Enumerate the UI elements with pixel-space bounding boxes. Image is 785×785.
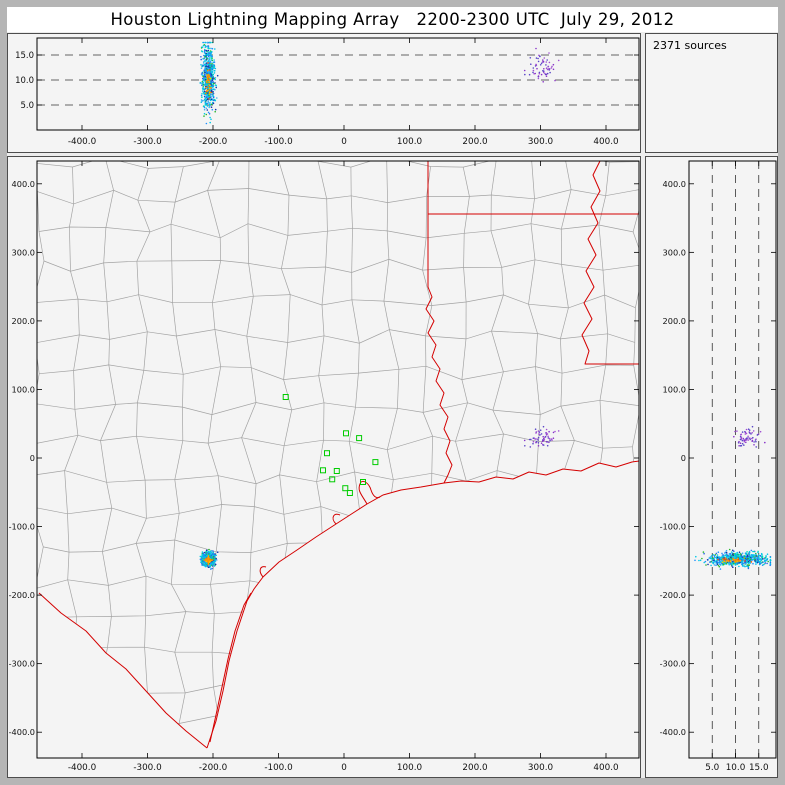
svg-text:5.0: 5.0 bbox=[705, 763, 719, 773]
altitude-northsouth-plot: 5.0 10.0 15.0 400.0 300.0 200.0 100.0 0 -100.0 -2… bbox=[660, 160, 777, 773]
svg-text:-200.0: -200.0 bbox=[660, 590, 686, 600]
altitude-vs-eastwest-panel: -400.0 -300.0 -200.0 -100.0 0 100.0 200.0 300.0… bbox=[7, 33, 641, 153]
svg-text:300.0: 300.0 bbox=[528, 137, 554, 147]
svg-text:-400.0: -400.0 bbox=[660, 727, 686, 737]
svg-text:200.0: 200.0 bbox=[663, 316, 686, 326]
svg-text:200.0: 200.0 bbox=[462, 137, 488, 147]
svg-text:-300.0: -300.0 bbox=[133, 137, 162, 147]
svg-text:-100.0: -100.0 bbox=[9, 522, 35, 532]
svg-text:0: 0 bbox=[341, 137, 347, 147]
svg-text:100.0: 100.0 bbox=[663, 384, 686, 394]
svg-text:15.0: 15.0 bbox=[15, 51, 34, 61]
svg-text:400.0: 400.0 bbox=[593, 763, 619, 773]
svg-text:0: 0 bbox=[681, 453, 686, 463]
svg-text:-100.0: -100.0 bbox=[264, 137, 293, 147]
svg-text:0: 0 bbox=[30, 453, 35, 463]
svg-text:-400.0: -400.0 bbox=[9, 727, 35, 737]
svg-text:200.0: 200.0 bbox=[462, 763, 488, 773]
svg-text:-100.0: -100.0 bbox=[660, 522, 686, 532]
svg-text:100.0: 100.0 bbox=[12, 384, 35, 394]
svg-text:10.0: 10.0 bbox=[726, 763, 746, 773]
page-title: Houston Lightning Mapping Array 2200-230… bbox=[7, 7, 778, 32]
svg-text:0: 0 bbox=[341, 763, 347, 773]
svg-text:-200.0: -200.0 bbox=[9, 590, 35, 600]
svg-text:10.0: 10.0 bbox=[15, 76, 34, 86]
svg-text:15.0: 15.0 bbox=[749, 763, 769, 773]
svg-text:-300.0: -300.0 bbox=[9, 659, 35, 669]
svg-text:-300.0: -300.0 bbox=[133, 763, 162, 773]
altitude-vs-northsouth-panel: 5.0 10.0 15.0 400.0 300.0 200.0 100.0 0 -100.0 -2… bbox=[645, 156, 778, 778]
svg-text:-200.0: -200.0 bbox=[199, 137, 228, 147]
svg-text:300.0: 300.0 bbox=[663, 247, 686, 257]
svg-text:-100.0: -100.0 bbox=[264, 763, 293, 773]
plan-view-map-panel: -400.0 -300.0 -200.0 -100.0 0 100.0 200.0 300.0… bbox=[7, 156, 641, 778]
svg-text:-400.0: -400.0 bbox=[68, 137, 97, 147]
altitude-eastwest-plot: -400.0 -300.0 -200.0 -100.0 0 100.0 200.0 300.0… bbox=[15, 37, 640, 147]
svg-text:5.0: 5.0 bbox=[20, 101, 34, 111]
svg-text:400.0: 400.0 bbox=[593, 137, 619, 147]
svg-text:-200.0: -200.0 bbox=[199, 763, 228, 773]
svg-text:400.0: 400.0 bbox=[663, 179, 686, 189]
plan-view-map: -400.0 -300.0 -200.0 -100.0 0 100.0 200.0 300.0… bbox=[9, 160, 640, 773]
svg-text:200.0: 200.0 bbox=[12, 316, 35, 326]
svg-text:300.0: 300.0 bbox=[12, 247, 35, 257]
svg-text:400.0: 400.0 bbox=[12, 179, 35, 189]
svg-text:300.0: 300.0 bbox=[528, 763, 554, 773]
svg-text:100.0: 100.0 bbox=[397, 137, 423, 147]
sources-count-label: 2371 sources bbox=[653, 39, 727, 52]
svg-text:-300.0: -300.0 bbox=[660, 659, 686, 669]
svg-text:100.0: 100.0 bbox=[397, 763, 423, 773]
sources-count-panel: 2371 sources bbox=[645, 33, 778, 153]
svg-text:-400.0: -400.0 bbox=[68, 763, 97, 773]
